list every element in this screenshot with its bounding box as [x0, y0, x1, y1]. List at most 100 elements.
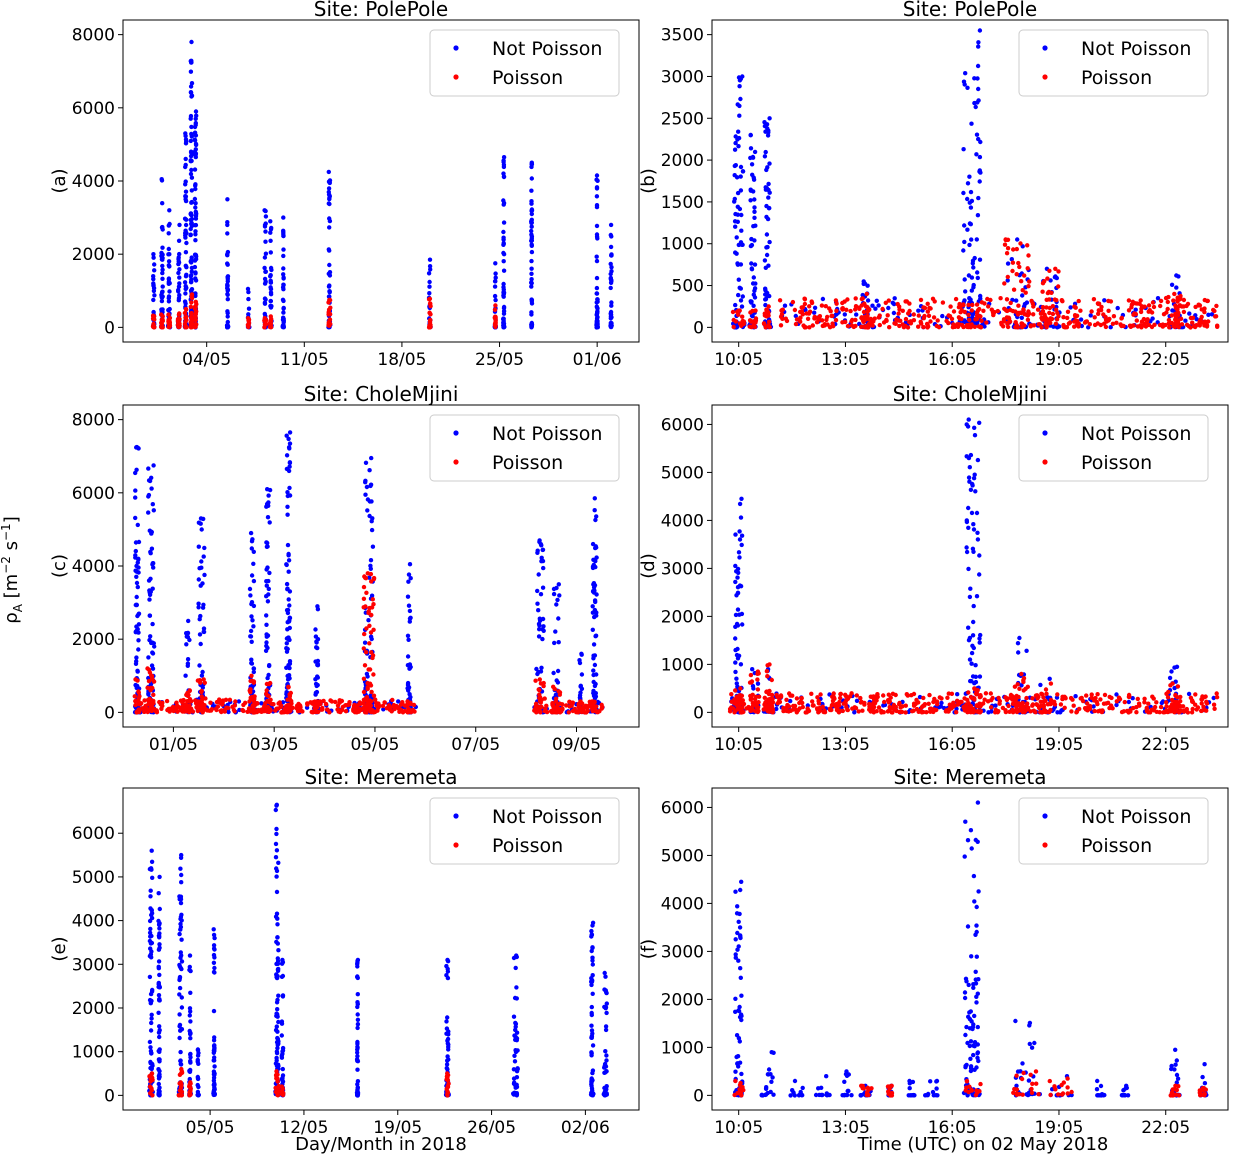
data-point-not-poisson [192, 196, 198, 202]
data-point-poisson [364, 590, 369, 595]
data-point-not-poisson [493, 275, 498, 280]
data-point-band [1096, 709, 1101, 714]
data-point-not-poisson [590, 627, 595, 632]
data-point-not-poisson [967, 635, 973, 641]
data-point-not-poisson [977, 257, 983, 262]
data-point-poisson [542, 708, 547, 714]
data-point-poisson [1048, 681, 1054, 686]
data-point-not-poisson [167, 306, 172, 312]
data-point-band [1095, 692, 1100, 697]
data-point-band [822, 708, 827, 713]
data-point-band [916, 324, 921, 329]
data-point-band [930, 296, 936, 301]
data-point-not-poisson [968, 205, 974, 210]
data-point-not-poisson [748, 187, 753, 192]
data-point-band [1206, 312, 1211, 317]
data-point-poisson [751, 323, 757, 329]
data-point-band [774, 706, 779, 712]
data-point-not-poisson [966, 273, 972, 278]
data-point-not-poisson [971, 603, 976, 609]
data-point-band [893, 704, 898, 710]
data-point-band [815, 707, 820, 712]
data-point-band [233, 699, 238, 704]
data-point-poisson [1173, 303, 1178, 308]
data-point-not-poisson [147, 974, 153, 980]
data-point-poisson [864, 291, 869, 297]
data-point-not-poisson [492, 284, 498, 289]
data-point-band [208, 700, 213, 705]
data-point-not-poisson [594, 613, 599, 618]
data-point-poisson [193, 308, 199, 314]
data-point-band [1213, 314, 1219, 319]
data-point-band [870, 303, 875, 308]
data-point-not-poisson [176, 261, 181, 267]
data-point-not-poisson [591, 590, 597, 595]
data-point-not-poisson [368, 693, 373, 698]
data-point-poisson [762, 313, 768, 318]
data-point-band [278, 703, 284, 708]
data-point-poisson [284, 709, 289, 715]
data-point-not-poisson [367, 499, 373, 504]
data-point-band [1170, 308, 1175, 313]
data-point-not-poisson [593, 681, 598, 687]
data-point-not-poisson [189, 124, 194, 130]
data-point-not-poisson [182, 216, 188, 221]
data-point-poisson [866, 317, 871, 322]
data-point-band [784, 318, 790, 324]
data-point-not-poisson [135, 560, 140, 565]
data-point-poisson [266, 681, 272, 687]
data-point-band [347, 700, 352, 705]
data-point-band [778, 323, 784, 328]
data-point-poisson [1178, 699, 1183, 704]
data-point-not-poisson [265, 599, 271, 604]
data-point-not-poisson [1169, 669, 1174, 674]
data-point-poisson [188, 304, 193, 309]
data-point-not-poisson [369, 636, 374, 642]
data-point-not-poisson [315, 682, 320, 688]
data-point-not-poisson [529, 234, 535, 239]
data-point-poisson [1007, 319, 1013, 324]
data-point-band [1158, 298, 1164, 304]
data-point-not-poisson [135, 683, 140, 689]
data-point-not-poisson [183, 137, 189, 142]
data-point-poisson [368, 571, 374, 577]
data-point-band [935, 702, 940, 707]
data-point-not-poisson [150, 586, 155, 591]
data-point-not-poisson [965, 196, 970, 202]
data-point-not-poisson [133, 602, 138, 608]
y-tick-label: 4000 [72, 172, 115, 192]
data-point-not-poisson [407, 665, 413, 671]
data-point-band [970, 302, 975, 308]
data-point-not-poisson [248, 593, 253, 598]
data-point-band [320, 707, 325, 712]
data-point-not-poisson [963, 289, 968, 294]
data-point-band [1205, 298, 1210, 304]
data-point-band [142, 709, 147, 714]
data-point-not-poisson [977, 640, 982, 645]
data-point-not-poisson [368, 563, 373, 568]
data-point-not-poisson [971, 645, 976, 651]
data-point-band [840, 306, 845, 311]
data-point-not-poisson [225, 220, 230, 225]
data-point-poisson [1017, 686, 1022, 691]
data-point-not-poisson [748, 133, 753, 138]
data-point-not-poisson [183, 198, 189, 204]
data-point-not-poisson [971, 619, 976, 625]
data-point-not-poisson [362, 640, 368, 645]
data-point-poisson [739, 323, 744, 328]
data-point-band [1048, 697, 1054, 703]
data-point-band [376, 701, 381, 706]
data-point-band [797, 317, 802, 323]
data-point-not-poisson [594, 194, 600, 199]
data-point-band [1041, 695, 1046, 700]
data-point-poisson [362, 663, 368, 668]
x-tick-label: 16:05 [928, 735, 977, 755]
data-point-not-poisson [970, 633, 976, 638]
data-point-not-poisson [186, 618, 191, 624]
data-point-not-poisson [315, 658, 321, 664]
y-tick-label: 8000 [72, 411, 115, 431]
data-point-poisson [266, 699, 271, 704]
data-point-poisson [765, 308, 770, 313]
data-point-band [1114, 699, 1120, 704]
